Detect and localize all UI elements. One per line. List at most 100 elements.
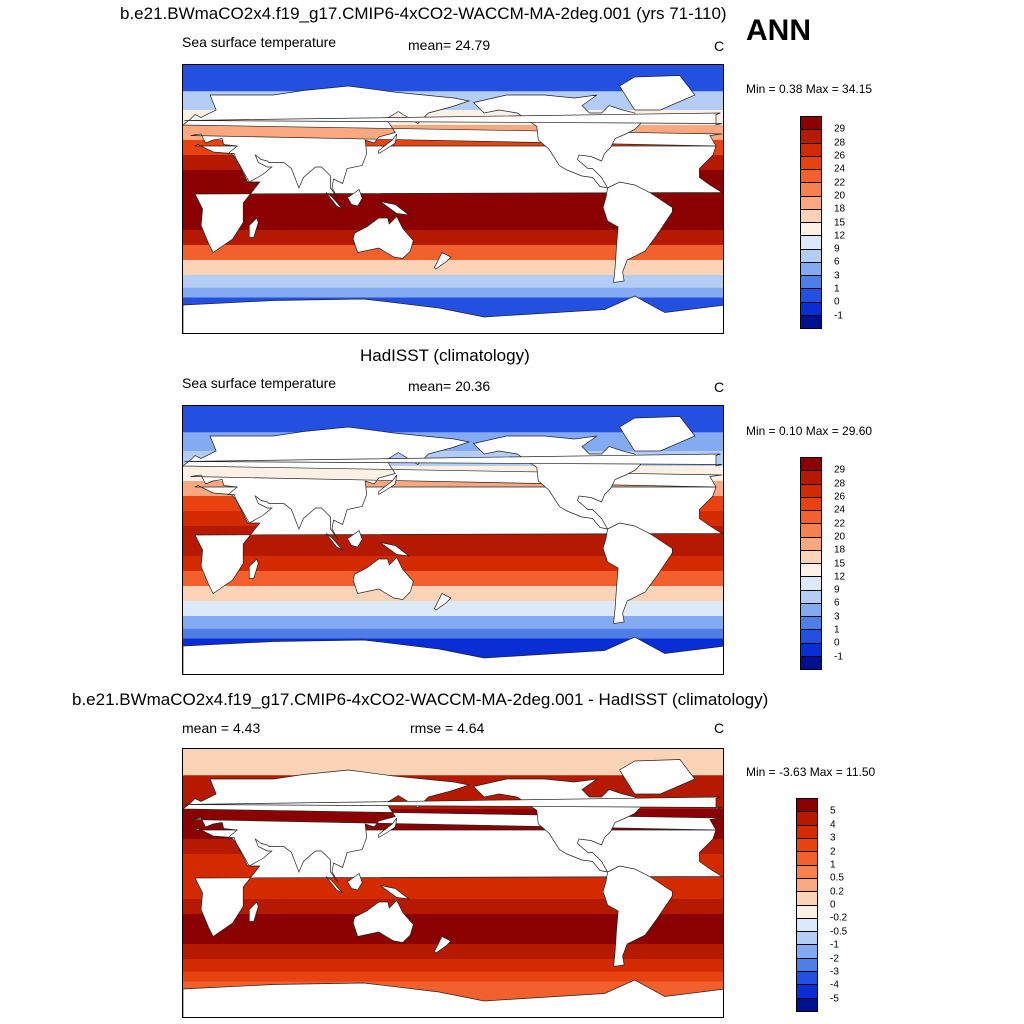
land-12 <box>184 453 723 467</box>
land-4 <box>602 865 673 967</box>
colorbar-swatch-7 <box>797 892 817 906</box>
colorbar-swatch-9 <box>797 918 817 933</box>
panel-obs-colorbar <box>800 457 822 670</box>
panel-diff-title: b.e21.BWmaCO2x4.f19_g17.CMIP6-4xCO2-WACC… <box>72 690 769 709</box>
colorbar-tick-label: -0.2 <box>830 912 848 924</box>
colorbar-swatch-2 <box>801 484 821 498</box>
zonal-band--5 <box>183 884 723 900</box>
zonal-band--15 <box>183 556 723 572</box>
colorbar-swatch-8 <box>801 223 821 237</box>
colorbar-swatch-12 <box>797 958 817 973</box>
land-4 <box>602 181 673 283</box>
colorbar-swatch-3 <box>797 838 817 853</box>
colorbar-tick-label: 12 <box>834 571 846 583</box>
land-11 <box>434 936 452 954</box>
panel-obs-mean: mean= 20.36 <box>408 378 491 394</box>
land-7 <box>325 533 343 551</box>
colorbar-tick-label: -4 <box>830 979 839 991</box>
colorbar-swatch-12 <box>801 276 821 290</box>
colorbar-tick-label: 0 <box>834 296 840 308</box>
colorbar-swatch-6 <box>801 196 821 210</box>
colorbar-swatch-1 <box>797 812 817 826</box>
zonal-band--62 <box>183 287 723 298</box>
colorbar-swatch-6 <box>797 878 817 893</box>
colorbar-tick-label: 9 <box>834 584 840 596</box>
colorbar-swatch-1 <box>801 130 821 144</box>
colorbar-tick-label: 15 <box>834 558 846 569</box>
colorbar-swatch-3 <box>801 497 821 511</box>
colorbar-swatch-13 <box>801 630 821 644</box>
land-6 <box>346 188 363 207</box>
colorbar-swatch-8 <box>801 564 821 578</box>
land-5 <box>352 556 414 600</box>
zonal-band--55 <box>183 959 723 973</box>
land-11 <box>434 252 452 270</box>
zonal-band--25 <box>183 914 723 930</box>
colorbar-swatch-5 <box>797 865 817 879</box>
colorbar-swatch-2 <box>801 143 821 157</box>
colorbar-tick-label: 20 <box>834 190 846 202</box>
land-1 <box>183 769 723 883</box>
land-1 <box>183 85 723 199</box>
panel-model-variable: Sea surface temperature <box>182 34 337 50</box>
land-13 <box>183 636 723 674</box>
zonal-band--5 <box>183 541 723 557</box>
colorbar-swatch-15 <box>801 315 821 328</box>
panel-diff-rmse: rmse = 4.64 <box>410 720 485 736</box>
land-1 <box>183 426 723 540</box>
zonal-band--62 <box>183 971 723 982</box>
colorbar-tick-label: 1 <box>834 283 840 295</box>
colorbar-swatch-15 <box>797 998 817 1011</box>
colorbar-tick-label: -1 <box>834 310 843 322</box>
colorbar-swatch-15 <box>801 656 821 669</box>
panel-obs-map <box>182 405 724 675</box>
colorbar-swatch-13 <box>797 972 817 986</box>
panel-diff-map <box>182 748 724 1018</box>
colorbar-tick-label: 18 <box>834 203 846 215</box>
colorbar-tick-label: 9 <box>834 243 840 255</box>
land-8 <box>380 542 411 557</box>
colorbar-tick-label: 24 <box>834 163 846 175</box>
colorbar-tick-label: 22 <box>834 177 846 189</box>
colorbar-tick-label: 12 <box>834 230 846 242</box>
colorbar-swatch-14 <box>801 302 821 316</box>
zonal-band--15 <box>183 215 723 231</box>
colorbar-tick-label: -1 <box>830 939 839 951</box>
zonal-band--5 <box>183 200 723 216</box>
colorbar-swatch-7 <box>801 550 821 564</box>
colorbar-tick-label: 18 <box>834 544 846 556</box>
colorbar-tick-label: -2 <box>830 953 839 964</box>
zonal-band--62 <box>183 628 723 639</box>
panel-obs-minmax: Min = 0.10 Max = 29.60 <box>746 424 873 438</box>
colorbar-tick-label: -3 <box>830 966 839 978</box>
colorbar-tick-label: 26 <box>834 491 846 503</box>
colorbar-swatch-4 <box>801 170 821 184</box>
land-11 <box>434 593 452 611</box>
zonal-band--45 <box>183 601 723 617</box>
land-4 <box>602 522 673 624</box>
colorbar-tick-label: 1 <box>830 859 836 871</box>
colorbar-tick-label: 3 <box>830 832 836 844</box>
colorbar-tick-label: 6 <box>834 597 840 609</box>
colorbar-swatch-12 <box>801 617 821 631</box>
colorbar-tick-label: -1 <box>834 651 843 663</box>
colorbar-tick-label: 29 <box>834 123 846 135</box>
panel-model-minmax: Min = 0.38 Max = 34.15 <box>746 82 873 96</box>
colorbar-swatch-9 <box>801 236 821 250</box>
colorbar-swatch-11 <box>801 262 821 276</box>
colorbar-tick-label: -5 <box>830 993 839 1005</box>
zonal-band--25 <box>183 571 723 587</box>
colorbar-swatch-10 <box>797 932 817 946</box>
zonal-band--35 <box>183 929 723 945</box>
colorbar-swatch-11 <box>797 945 817 959</box>
land-7 <box>325 192 343 210</box>
sst-field-svg <box>183 65 723 333</box>
zonal-band--15 <box>183 899 723 915</box>
colorbar-tick-label: 5 <box>830 805 836 817</box>
colorbar-swatch-4 <box>801 511 821 525</box>
colorbar-swatch-9 <box>801 577 821 591</box>
colorbar-tick-label: -0.5 <box>830 926 848 938</box>
colorbar-swatch-3 <box>801 156 821 170</box>
colorbar-swatch-6 <box>801 537 821 551</box>
zonal-band--55 <box>183 616 723 630</box>
